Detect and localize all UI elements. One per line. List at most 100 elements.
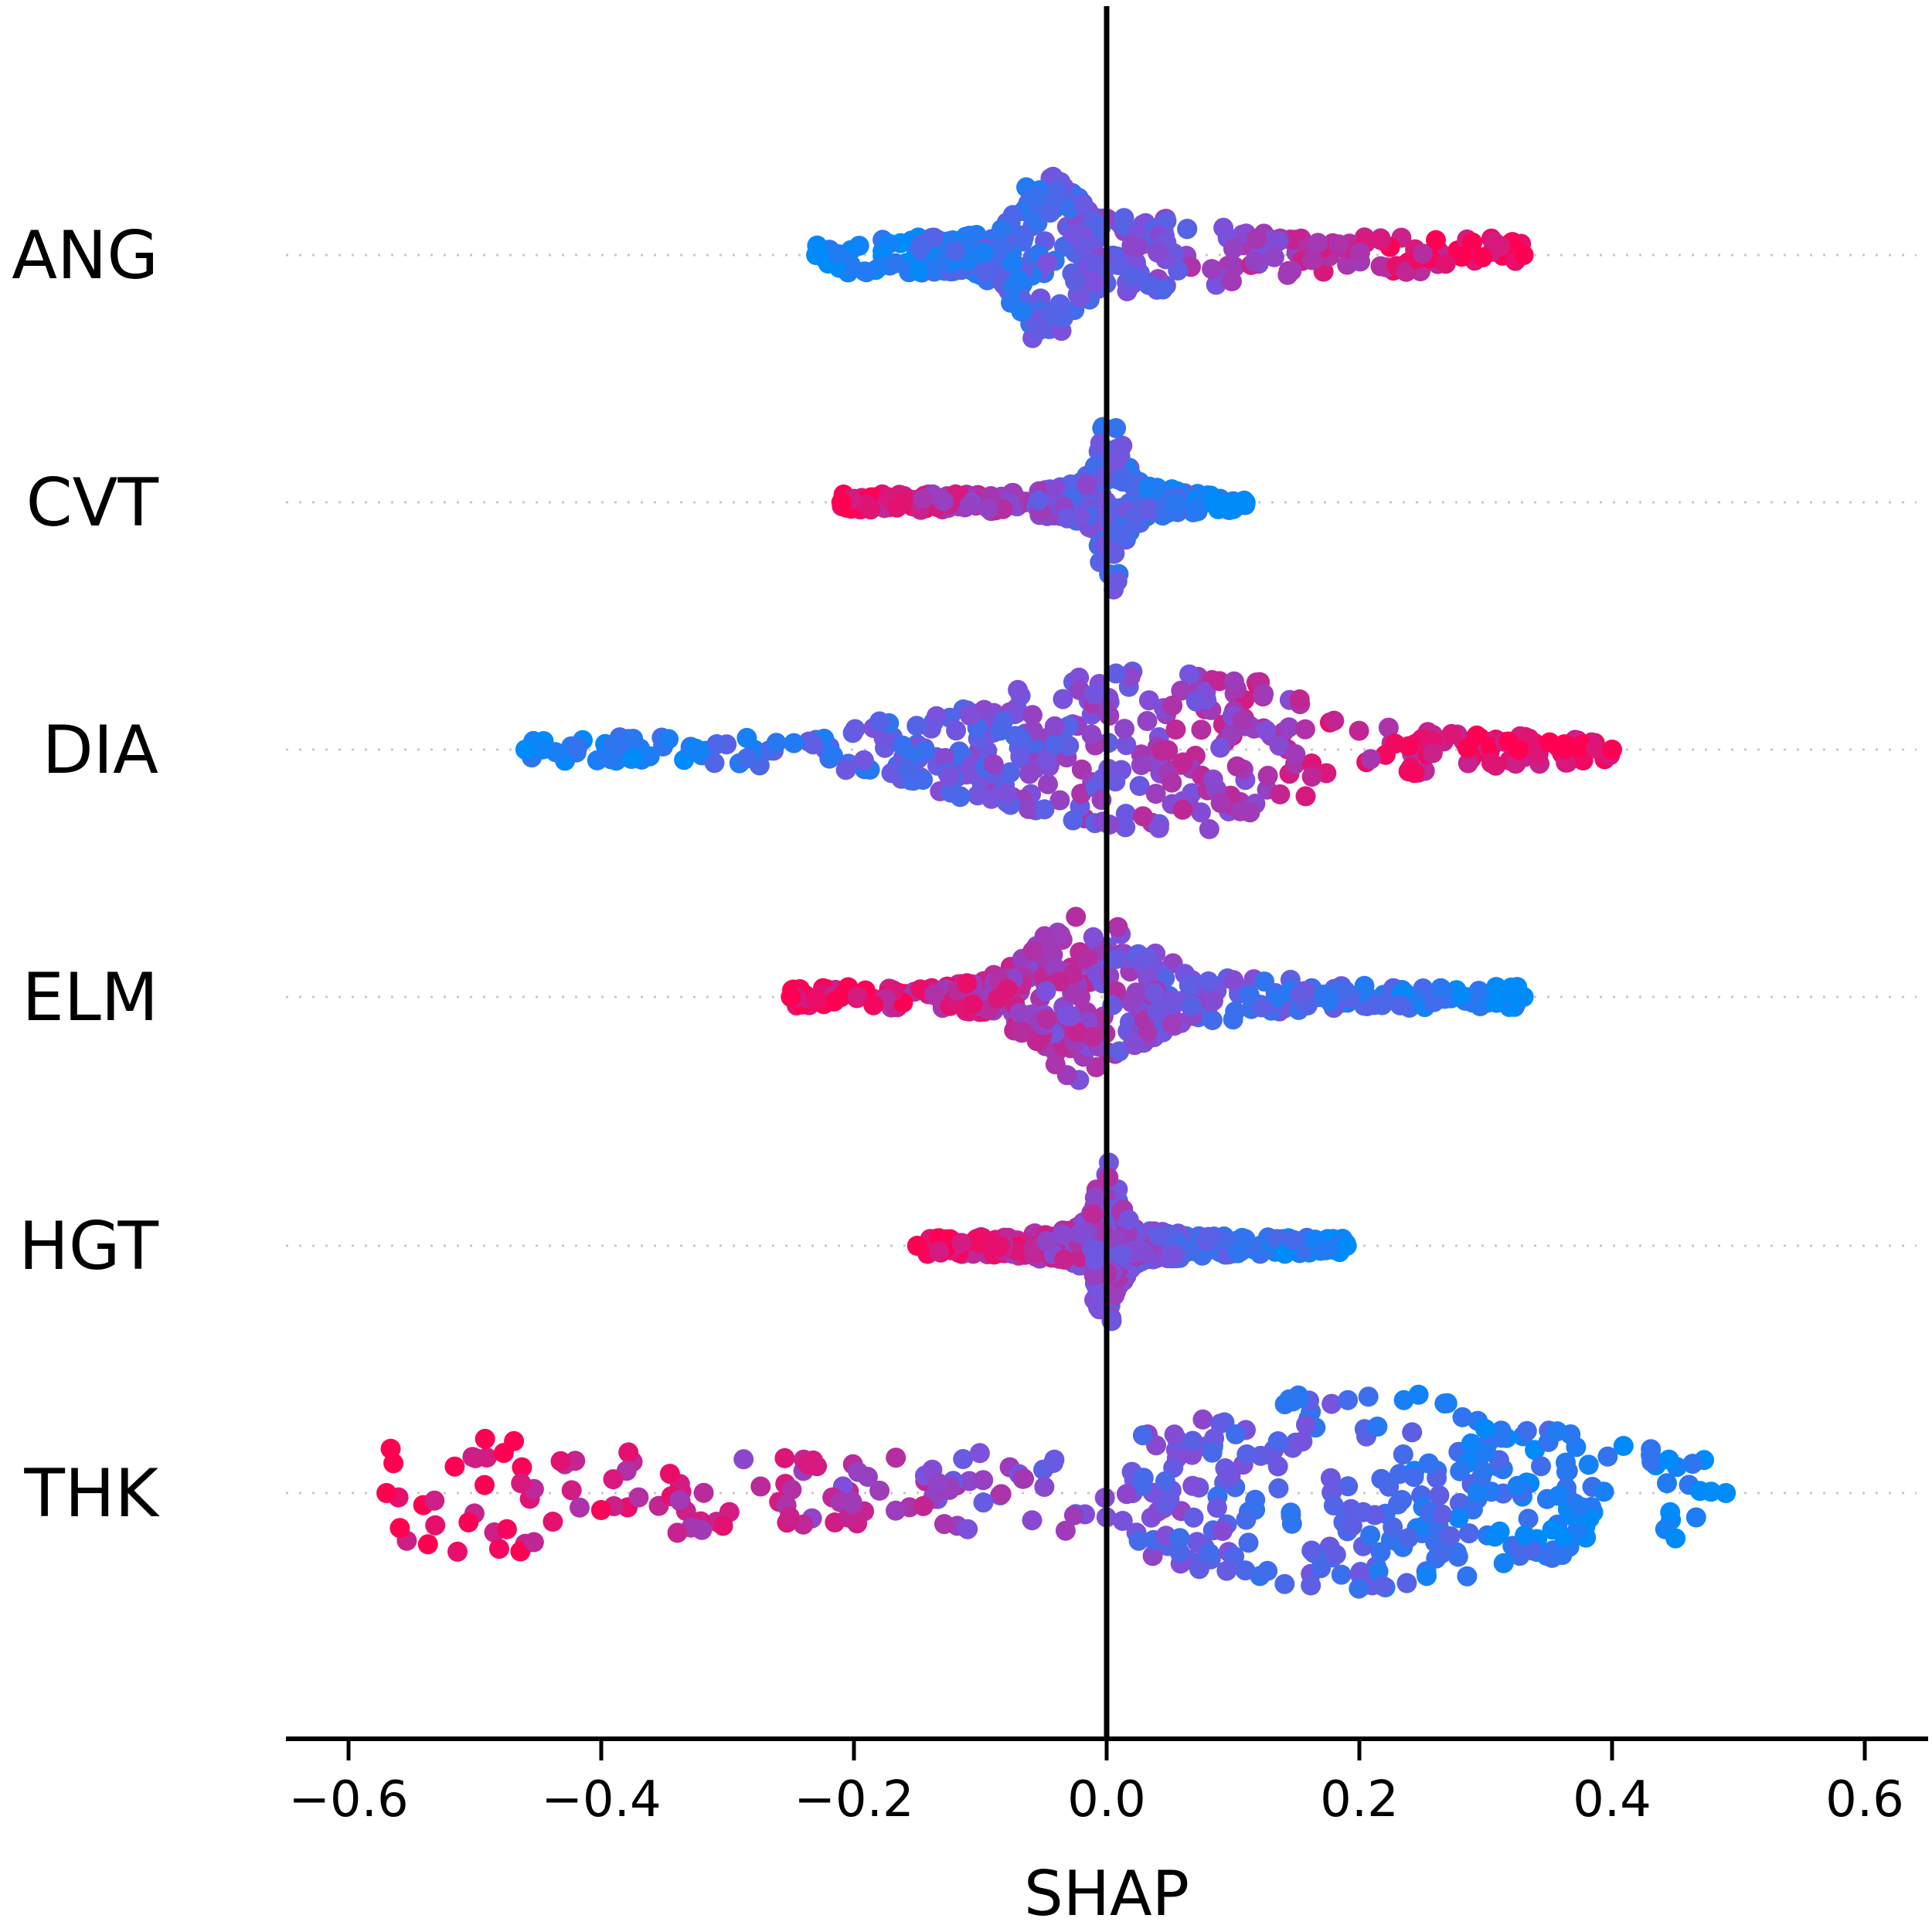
x-tick-label: −0.6 — [288, 1771, 408, 1828]
point-dia — [515, 740, 536, 760]
point-thk — [1685, 1507, 1706, 1528]
point-thk — [1396, 1573, 1417, 1594]
point-thk — [1475, 1419, 1495, 1440]
point-dia — [1539, 732, 1560, 753]
point-thk — [669, 1490, 690, 1511]
point-ang — [1202, 259, 1223, 280]
point-thk — [1358, 1386, 1379, 1407]
point-dia — [1232, 710, 1253, 731]
point-thk — [1461, 1433, 1481, 1454]
point-thk — [1594, 1481, 1614, 1502]
point-dia — [853, 750, 874, 770]
point-thk — [1202, 1442, 1223, 1463]
point-dia — [704, 753, 725, 774]
point-thk — [1199, 1543, 1220, 1563]
point-dia — [1441, 723, 1462, 744]
point-thk — [927, 1472, 948, 1493]
point-cvt — [1202, 493, 1223, 513]
point-ang — [908, 261, 929, 282]
point-elm — [1161, 994, 1182, 1015]
point-thk — [458, 1512, 479, 1532]
point-thk — [1432, 1504, 1453, 1525]
point-dia — [1115, 817, 1136, 838]
point-dia — [766, 733, 787, 753]
point-dia — [706, 734, 727, 754]
point-thk — [1657, 1473, 1677, 1494]
point-thk — [1383, 1517, 1403, 1538]
point-dia — [1148, 818, 1169, 838]
point-ang — [910, 239, 930, 259]
point-elm — [1126, 982, 1147, 1003]
point-dia — [1256, 720, 1277, 740]
point-dia — [906, 716, 927, 736]
point-ang — [1396, 261, 1417, 282]
point-elm — [1083, 927, 1104, 947]
point-thk — [1192, 1409, 1213, 1430]
point-thk — [1116, 1484, 1137, 1505]
point-thk — [886, 1447, 906, 1468]
point-thk — [1236, 1509, 1257, 1530]
point-dia — [1602, 740, 1622, 760]
point-hgt — [906, 1236, 927, 1256]
point-elm — [997, 979, 1018, 1000]
point-ang — [1264, 247, 1284, 267]
point-dia — [1172, 799, 1193, 820]
point-thk — [1353, 1502, 1374, 1522]
point-dia — [1083, 684, 1104, 705]
point-dia — [1269, 735, 1290, 756]
point-dia — [603, 734, 623, 755]
point-thk — [1189, 1559, 1209, 1580]
point-elm — [1335, 980, 1355, 1001]
point-thk — [1398, 1528, 1419, 1549]
point-dia — [1116, 735, 1137, 756]
point-ang — [1513, 245, 1534, 265]
x-tick-label: 0.4 — [1573, 1771, 1651, 1828]
point-thk — [1408, 1384, 1429, 1405]
point-thk — [504, 1430, 525, 1451]
point-thk — [444, 1456, 465, 1477]
point-elm — [1203, 991, 1223, 1012]
point-dia — [1172, 752, 1193, 773]
point-thk — [1112, 1511, 1133, 1531]
point-ang — [959, 226, 980, 246]
point-thk — [1481, 1481, 1502, 1502]
point-thk — [733, 1449, 754, 1470]
point-elm — [1056, 1005, 1077, 1026]
point-ang — [1128, 236, 1148, 257]
point-dia — [1223, 671, 1244, 692]
point-ang — [1472, 247, 1493, 267]
point-thk — [1467, 1481, 1488, 1502]
point-thk — [1447, 1542, 1467, 1563]
point-dia — [1034, 799, 1055, 820]
point-elm — [1036, 1009, 1057, 1029]
point-dia — [996, 782, 1017, 803]
point-cvt — [1164, 492, 1185, 513]
point-ang — [1350, 242, 1370, 263]
point-thk — [1457, 1566, 1478, 1587]
point-ang — [1070, 287, 1090, 308]
point-elm — [1109, 1041, 1130, 1062]
point-thk — [474, 1428, 495, 1449]
point-hgt — [1227, 1243, 1248, 1264]
point-hgt — [988, 1237, 1009, 1257]
point-thk — [1321, 1393, 1342, 1414]
point-elm — [1036, 981, 1056, 1002]
point-thk — [1169, 1542, 1190, 1563]
feature-labels: ANG CVT DIA ELM HGT THK — [12, 217, 160, 1532]
point-elm — [1022, 940, 1043, 961]
point-thk — [1552, 1545, 1573, 1566]
point-hgt — [1132, 1242, 1153, 1263]
point-cvt — [860, 499, 881, 520]
point-thk — [1507, 1475, 1528, 1496]
point-elm — [1070, 987, 1091, 1008]
point-thk — [1370, 1542, 1391, 1563]
point-dia — [1202, 769, 1223, 790]
point-thk — [1236, 1444, 1257, 1464]
point-thk — [1578, 1454, 1599, 1475]
point-thk — [869, 1480, 890, 1501]
point-dia — [658, 729, 679, 750]
point-dia — [1555, 739, 1576, 760]
point-dia — [689, 741, 709, 762]
point-ang — [1426, 230, 1446, 250]
